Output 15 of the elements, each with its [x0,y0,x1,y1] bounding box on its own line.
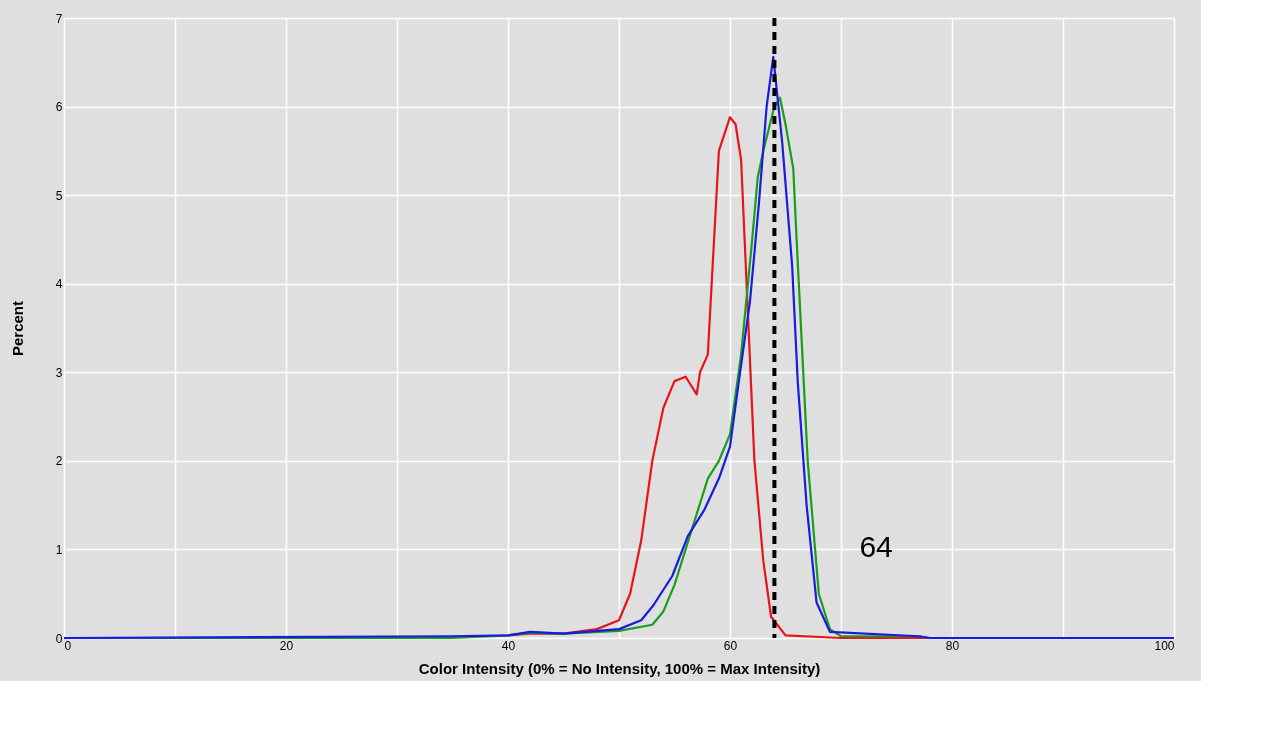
x-tick-label: 100 [1154,638,1175,653]
ref-line-label: 64 [859,530,893,563]
y-tick-label: 1 [55,542,63,557]
y-tick-label: 5 [55,188,63,203]
x-axis-title: Color Intensity (0% = No Intensity, 100% = Max Intensity) [418,659,821,677]
y-tick-label: 7 [55,11,63,26]
y-tick-label: 6 [55,100,63,115]
x-tick-label: 60 [723,638,738,653]
x-tick-label: 20 [279,638,294,653]
y-tick-label: 2 [55,454,63,469]
y-tick-label: 4 [55,277,63,292]
x-tick-label: 40 [501,638,516,653]
y-tick-label: 3 [55,365,63,380]
x-tick-label: 80 [945,638,960,653]
y-axis-title: Percent [8,300,26,357]
